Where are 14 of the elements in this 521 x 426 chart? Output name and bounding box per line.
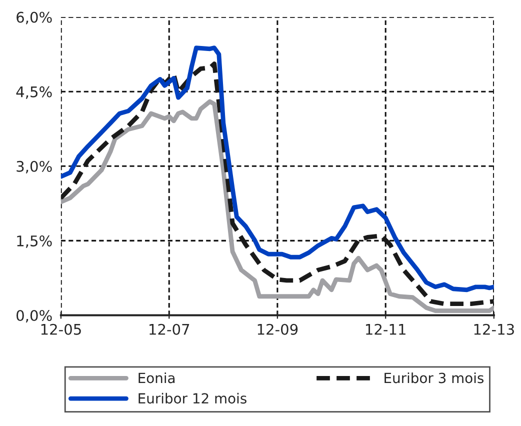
y-tick-label: 3,0% xyxy=(16,160,52,174)
y-tick-label: 1,5% xyxy=(17,235,52,248)
legend-label: Euribor 12 mois xyxy=(138,392,246,404)
y-tick-label: 0,0% xyxy=(16,310,52,322)
x-tick-label: 12-09 xyxy=(258,324,298,335)
legend-label: Eonia xyxy=(138,372,175,384)
legend-label: Euribor 3 mois xyxy=(384,372,484,384)
x-tick-label: 12-13 xyxy=(474,324,514,335)
x-tick-label: 12-11 xyxy=(366,324,406,335)
x-tick-label: 12-07 xyxy=(150,324,190,335)
y-tick-label: 6,0% xyxy=(16,12,52,24)
y-tick-label: 4,5% xyxy=(16,86,52,99)
line-series xyxy=(60,99,494,313)
x-tick-label: 12-05 xyxy=(41,324,81,335)
